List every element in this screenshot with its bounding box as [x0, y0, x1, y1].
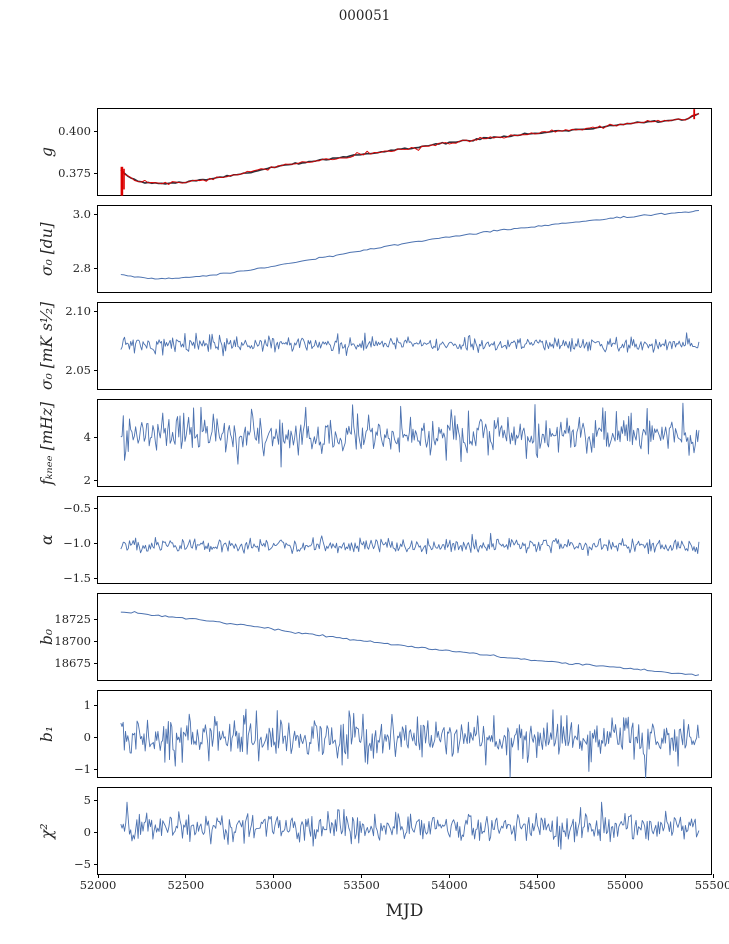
x-tick-label: 54000: [431, 878, 468, 892]
plot-area-chi2: [120, 801, 700, 850]
y-tick-mark: [94, 800, 98, 802]
chart-title: 000051: [338, 8, 391, 24]
y-tick-label: 0: [83, 825, 91, 839]
y-tick-label: −1: [74, 762, 91, 777]
y-axis-label-chi2: χ²: [38, 823, 56, 839]
y-tick-mark: [94, 578, 98, 580]
y-axis-label-sigma0-du: σ₀ [du]: [38, 222, 56, 276]
y-tick-label: 18725: [54, 612, 91, 627]
y-tick-label: 2.05: [65, 363, 91, 378]
y-tick-label: 2.10: [65, 304, 91, 319]
y-tick-mark: [94, 172, 98, 174]
x-tick-mark: [97, 874, 99, 878]
y-axis-label-g: g: [38, 147, 56, 157]
y-tick-mark: [94, 640, 98, 642]
y-tick-label: 0: [83, 730, 91, 744]
y-tick-mark: [94, 863, 98, 865]
y-tick-mark: [94, 370, 98, 372]
y-tick-mark: [94, 214, 98, 216]
y-tick-mark: [94, 662, 98, 664]
y-tick-label: 18675: [54, 655, 91, 670]
x-tick-mark: [273, 874, 275, 878]
y-tick-label: 2.8: [72, 261, 91, 276]
y-tick-mark: [94, 268, 98, 270]
y-tick-mark: [94, 131, 98, 133]
x-axis-label: MJD: [385, 901, 424, 921]
subplot-panel-b0: 18725 18700 18675 b₀: [38, 593, 712, 681]
plot-area-sigma0-du: [120, 210, 699, 280]
x-tick-label: 52500: [167, 878, 205, 892]
y-tick-label: −5: [74, 856, 91, 871]
y-tick-label: 0.400: [58, 124, 91, 139]
y-tick-label: 4: [83, 430, 91, 445]
sigma0-du-line: [120, 210, 699, 280]
x-tick-label: 54500: [518, 878, 556, 892]
x-tick-mark: [624, 874, 626, 878]
b1-line: [120, 708, 700, 779]
subplot-panel-fknee: 4 2 fₖₙₑₑ [mHz]: [38, 399, 712, 487]
x-tick-label: 53500: [343, 878, 380, 892]
y-axis-label-fknee: fₖₙₑₑ [mHz]: [38, 401, 56, 485]
y-tick-mark: [94, 704, 98, 706]
subplot-panel-alpha: −0.5 −1.0 −1.5 α: [38, 496, 712, 584]
y-axis-label-b0: b₀: [38, 628, 56, 646]
x-tick-mark: [361, 874, 363, 878]
plot-area-alpha: [120, 532, 700, 557]
plot-area-b0: [120, 611, 700, 677]
subplot-panel-sigma0-mk: 2.10 2.05 σ₀ [mK s¹⁄₂]: [38, 302, 712, 390]
plot-area-b1: [120, 708, 700, 779]
x-tick-label: 53000: [255, 878, 292, 892]
y-tick-mark: [94, 832, 98, 833]
x-tick-label: 55500: [694, 878, 729, 892]
x-tick-label: 52000: [79, 878, 117, 892]
alpha-line: [120, 532, 700, 557]
y-tick-mark: [94, 311, 98, 313]
x-tick-mark: [185, 874, 187, 878]
y-tick-label: −1.0: [63, 536, 91, 551]
plot-area-g: [120, 109, 700, 196]
x-tick-mark: [536, 874, 538, 878]
y-tick-label: 2: [83, 473, 91, 488]
y-axis-label-b1: b₁: [38, 725, 56, 743]
y-axis-label-sigma0-mk: σ₀ [mK s¹⁄₂]: [38, 302, 56, 390]
y-tick-mark: [94, 737, 98, 738]
y-tick-mark: [94, 619, 98, 621]
x-tick-mark: [712, 874, 714, 878]
y-tick-label: −1.5: [63, 571, 91, 586]
x-tick-mark: [448, 874, 450, 878]
plot-area-fknee: [120, 402, 700, 468]
y-axis-label-alpha: α: [38, 534, 56, 546]
subplot-panel-sigma0-du: 3.0 2.8 σ₀ [du]: [38, 205, 712, 293]
gain-measured-line: [120, 113, 699, 185]
fknee-line: [120, 402, 700, 468]
b0-line: [120, 611, 700, 677]
y-tick-mark: [94, 543, 98, 545]
plot-area-sigma0-mk: [120, 332, 700, 357]
y-tick-label: 18700: [54, 633, 91, 648]
y-tick-mark: [94, 769, 98, 771]
x-tick-label: 55000: [606, 878, 644, 892]
subplot-panel-g: 0.400 0.375 g: [38, 108, 712, 196]
y-tick-label: 3.0: [72, 207, 91, 222]
y-tick-label: −0.5: [63, 501, 91, 516]
y-tick-mark: [94, 508, 98, 510]
y-tick-mark: [94, 480, 98, 482]
sigma0-mk-line: [120, 332, 700, 357]
subplot-panel-chi2: 5 0 −5 χ² 52000 52500 53000 53500 54000 54500 5500…: [38, 787, 729, 891]
y-tick-mark: [94, 437, 98, 439]
chi2-line: [120, 801, 700, 850]
y-tick-label: 0.375: [58, 165, 91, 180]
subplot-panel-b1: 1 0 −1 b₁: [38, 690, 712, 779]
y-tick-label: 5: [83, 793, 91, 808]
y-tick-label: 1: [83, 697, 91, 712]
